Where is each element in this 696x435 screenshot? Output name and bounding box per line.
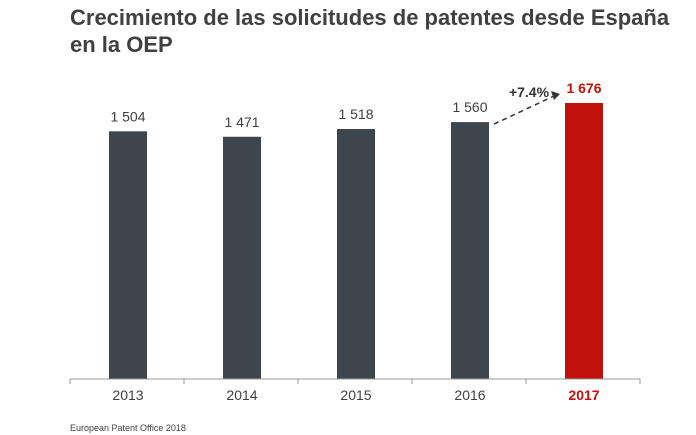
data-label: 1 518 xyxy=(338,106,373,122)
x-tick-label: 2013 xyxy=(112,387,143,403)
growth-arrow xyxy=(493,95,555,125)
data-label: 1 471 xyxy=(224,114,259,130)
bar-2016 xyxy=(451,122,489,379)
bar-2015 xyxy=(337,129,375,379)
x-tick-label: 2015 xyxy=(340,387,371,403)
bar-2014 xyxy=(223,136,261,379)
arrow-head-icon xyxy=(551,91,560,100)
growth-annotation: +7.4% xyxy=(509,84,550,100)
data-label: 1 676 xyxy=(566,80,601,96)
data-label: 1 560 xyxy=(452,99,487,115)
x-tick-label: 2016 xyxy=(454,387,485,403)
bar-2013 xyxy=(109,131,147,379)
chart-title: Crecimiento de las solicitudes de patent… xyxy=(70,5,670,57)
bar-2017 xyxy=(565,103,603,379)
x-tick-label: 2017 xyxy=(568,387,599,403)
x-tick-label: 2014 xyxy=(226,387,257,403)
source-note: European Patent Office 2018 xyxy=(70,423,186,433)
data-label: 1 504 xyxy=(110,108,145,124)
